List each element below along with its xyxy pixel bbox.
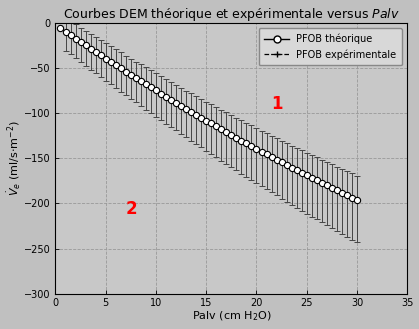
Legend: PFOB théorique, PFOB expérimentale: PFOB théorique, PFOB expérimentale bbox=[259, 28, 402, 65]
X-axis label: Palv (cm H$_2$O): Palv (cm H$_2$O) bbox=[191, 310, 271, 323]
Title: Courbes DEM théorique et expérimentale versus $\it{Palv}$: Courbes DEM théorique et expérimentale v… bbox=[63, 6, 400, 23]
Text: 2: 2 bbox=[126, 200, 137, 218]
Text: 1: 1 bbox=[272, 95, 283, 113]
Y-axis label: $\dot{V}_e$ (ml/s$\cdot$m$^{-2}$): $\dot{V}_e$ (ml/s$\cdot$m$^{-2}$) bbox=[5, 120, 23, 196]
